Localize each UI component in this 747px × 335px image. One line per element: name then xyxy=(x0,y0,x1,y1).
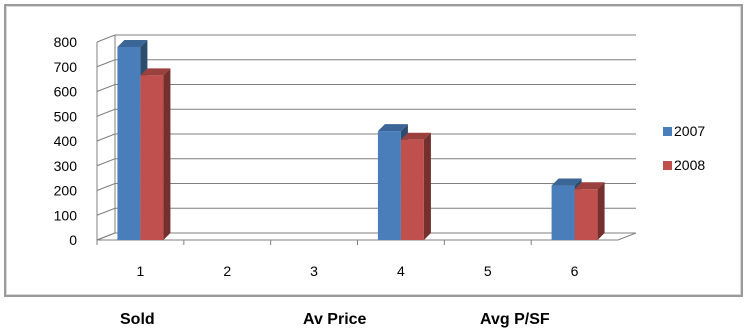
bar-side xyxy=(163,68,171,240)
legend: 2007 2008 xyxy=(663,123,705,173)
x-tick-label: 3 xyxy=(310,263,318,279)
y-tick-label: 600 xyxy=(54,84,78,100)
bar-2008-6 xyxy=(574,182,605,240)
bar-top xyxy=(140,68,171,76)
y-tick-label: 200 xyxy=(54,183,78,199)
y-tick-label: 300 xyxy=(54,158,78,174)
gridline-side xyxy=(96,207,116,216)
gridline-side xyxy=(96,133,116,142)
bar-front xyxy=(574,189,598,240)
y-tick-label: 800 xyxy=(54,34,78,50)
bar-top xyxy=(551,178,582,186)
label-av-price: Av Price xyxy=(303,311,367,328)
bars xyxy=(117,39,605,241)
bar-top xyxy=(400,132,431,140)
bar-2008-4 xyxy=(400,132,431,240)
legend-label-2007: 2007 xyxy=(674,123,705,139)
bar-side xyxy=(597,182,605,240)
gridline-side xyxy=(96,59,116,68)
legend-label-2008: 2008 xyxy=(674,157,705,173)
bar-front xyxy=(117,46,141,241)
axes: 0 100 200 300 400 500 600 700 800 1 2 3 4 5 6 xyxy=(54,34,637,279)
y-tick-label: 0 xyxy=(69,232,77,248)
gridline-side xyxy=(96,108,116,117)
bar-front xyxy=(377,131,401,240)
bar-top xyxy=(377,124,408,132)
y-tick-label: 400 xyxy=(54,133,78,149)
gridline-side xyxy=(96,158,116,167)
label-avg-psf: Avg P/SF xyxy=(480,311,550,328)
bar-side xyxy=(423,132,431,240)
y-tick-label: 500 xyxy=(54,108,78,124)
y-tick-label: 700 xyxy=(54,59,78,75)
x-tick-label: 4 xyxy=(397,263,405,279)
chart-plot: 0 100 200 300 400 500 600 700 800 1 2 3 4 5 6 2007 2008 xyxy=(54,34,706,279)
gridline-side xyxy=(96,84,116,92)
gridline-side xyxy=(96,183,116,191)
gridline-side xyxy=(96,34,116,43)
legend-swatch-2007 xyxy=(663,127,672,136)
bar-front xyxy=(140,75,164,240)
bar-front xyxy=(400,139,424,240)
x-tick-label: 2 xyxy=(223,263,231,279)
bar-2008-1 xyxy=(140,68,171,240)
y-tick-label: 100 xyxy=(54,207,78,223)
x-tick-label: 5 xyxy=(484,263,492,279)
x-tick-label: 6 xyxy=(571,263,579,279)
bar-front xyxy=(551,185,575,240)
bar-top xyxy=(117,39,148,47)
bar-top xyxy=(574,182,605,190)
x-tick-label: 1 xyxy=(137,263,145,279)
legend-swatch-2008 xyxy=(663,161,672,170)
label-sold: Sold xyxy=(120,311,155,328)
